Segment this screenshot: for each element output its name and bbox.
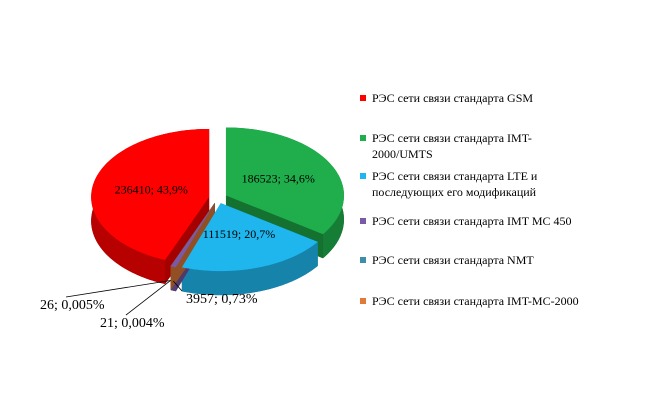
data-label: 236410; 43,9% (115, 182, 188, 196)
legend-label: РЭС сети связи стандарта IMT-2000/UMTS (372, 131, 532, 161)
data-label: 3957; 0,73% (186, 292, 258, 307)
slice-side (181, 241, 318, 296)
legend-swatch (360, 135, 366, 141)
legend-swatch (360, 173, 366, 179)
data-label: 26; 0,005% (40, 298, 105, 313)
leader-line (173, 280, 183, 292)
slice (225, 127, 344, 235)
legend-label: РЭС сети связи стандарта LTE и последующ… (372, 169, 538, 199)
legend-label: РЭС сети связи стандарта NMT (372, 253, 534, 267)
legend-swatch (360, 218, 366, 224)
data-label: 186523; 34,6% (242, 171, 315, 185)
slice (170, 203, 215, 268)
legend-label: РЭС сети связи стандарта IMT MC 450 (372, 214, 572, 228)
legend-swatch (360, 298, 366, 304)
data-label: 111519; 20,7% (203, 227, 275, 241)
slice (170, 203, 215, 267)
legend-swatch (360, 95, 366, 101)
leader-line (125, 280, 171, 316)
legend-label: РЭС сети связи стандарта IMT-MC-2000 (372, 294, 579, 308)
slice (181, 203, 318, 272)
slice (91, 128, 210, 261)
slice-edge (170, 203, 215, 291)
legend-label: РЭС сети связи стандарта GSM (372, 91, 534, 105)
slice (170, 203, 215, 267)
leader-line (65, 280, 171, 298)
data-label: 21; 0,004% (100, 316, 165, 331)
legend-swatch (360, 257, 366, 263)
